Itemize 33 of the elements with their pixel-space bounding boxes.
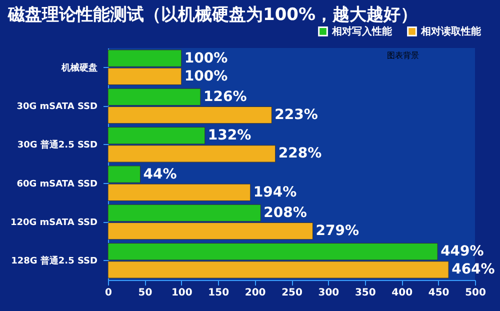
data-label: 100%	[184, 50, 228, 66]
x-tick-label: 0	[105, 288, 112, 298]
data-label: 208%	[264, 204, 307, 221]
data-label: 464%	[452, 262, 495, 278]
x-tick-label: 250	[282, 288, 302, 298]
data-label: 449%	[440, 244, 484, 260]
y-tick-label: 128G 普通2.5 SSD	[11, 254, 98, 267]
y-tick-label: 120G mSATA SSD	[10, 218, 98, 228]
data-label: 100%	[184, 68, 228, 84]
data-label: 194%	[253, 184, 297, 200]
y-tick-label: 60G mSATA SSD	[16, 179, 98, 190]
chart-title: 磁盘理论性能测试（以机械硬盘为100%，越大越好）	[7, 5, 418, 25]
x-tick-label: 450	[428, 288, 450, 298]
y-tick-label: 机械硬盘	[60, 62, 98, 74]
x-tick-label: 150	[208, 288, 230, 298]
x-tick-label: 350	[354, 288, 376, 298]
legend-label: 相对写入性能	[331, 25, 393, 38]
data-label: 228%	[278, 146, 322, 162]
data-label: 223%	[274, 107, 318, 124]
y-tick-label: 30G mSATA SSD	[16, 102, 98, 112]
x-tick-label: 400	[392, 288, 413, 298]
x-tick-label: 300	[318, 288, 340, 298]
x-tick-label: 500	[465, 288, 486, 298]
data-label: 132%	[208, 128, 252, 144]
data-label: 126%	[203, 88, 247, 105]
legend-label: 相对读取性能	[420, 25, 482, 38]
annotation: 图表背景	[387, 51, 419, 60]
data-label: 44%	[143, 166, 177, 182]
x-tick-label: 100	[171, 288, 192, 298]
data-label: 279%	[316, 223, 360, 240]
x-tick-label: 50	[138, 288, 152, 298]
y-tick-label: 30G 普通2.5 SSD	[17, 138, 98, 151]
x-tick-label: 200	[244, 288, 266, 298]
